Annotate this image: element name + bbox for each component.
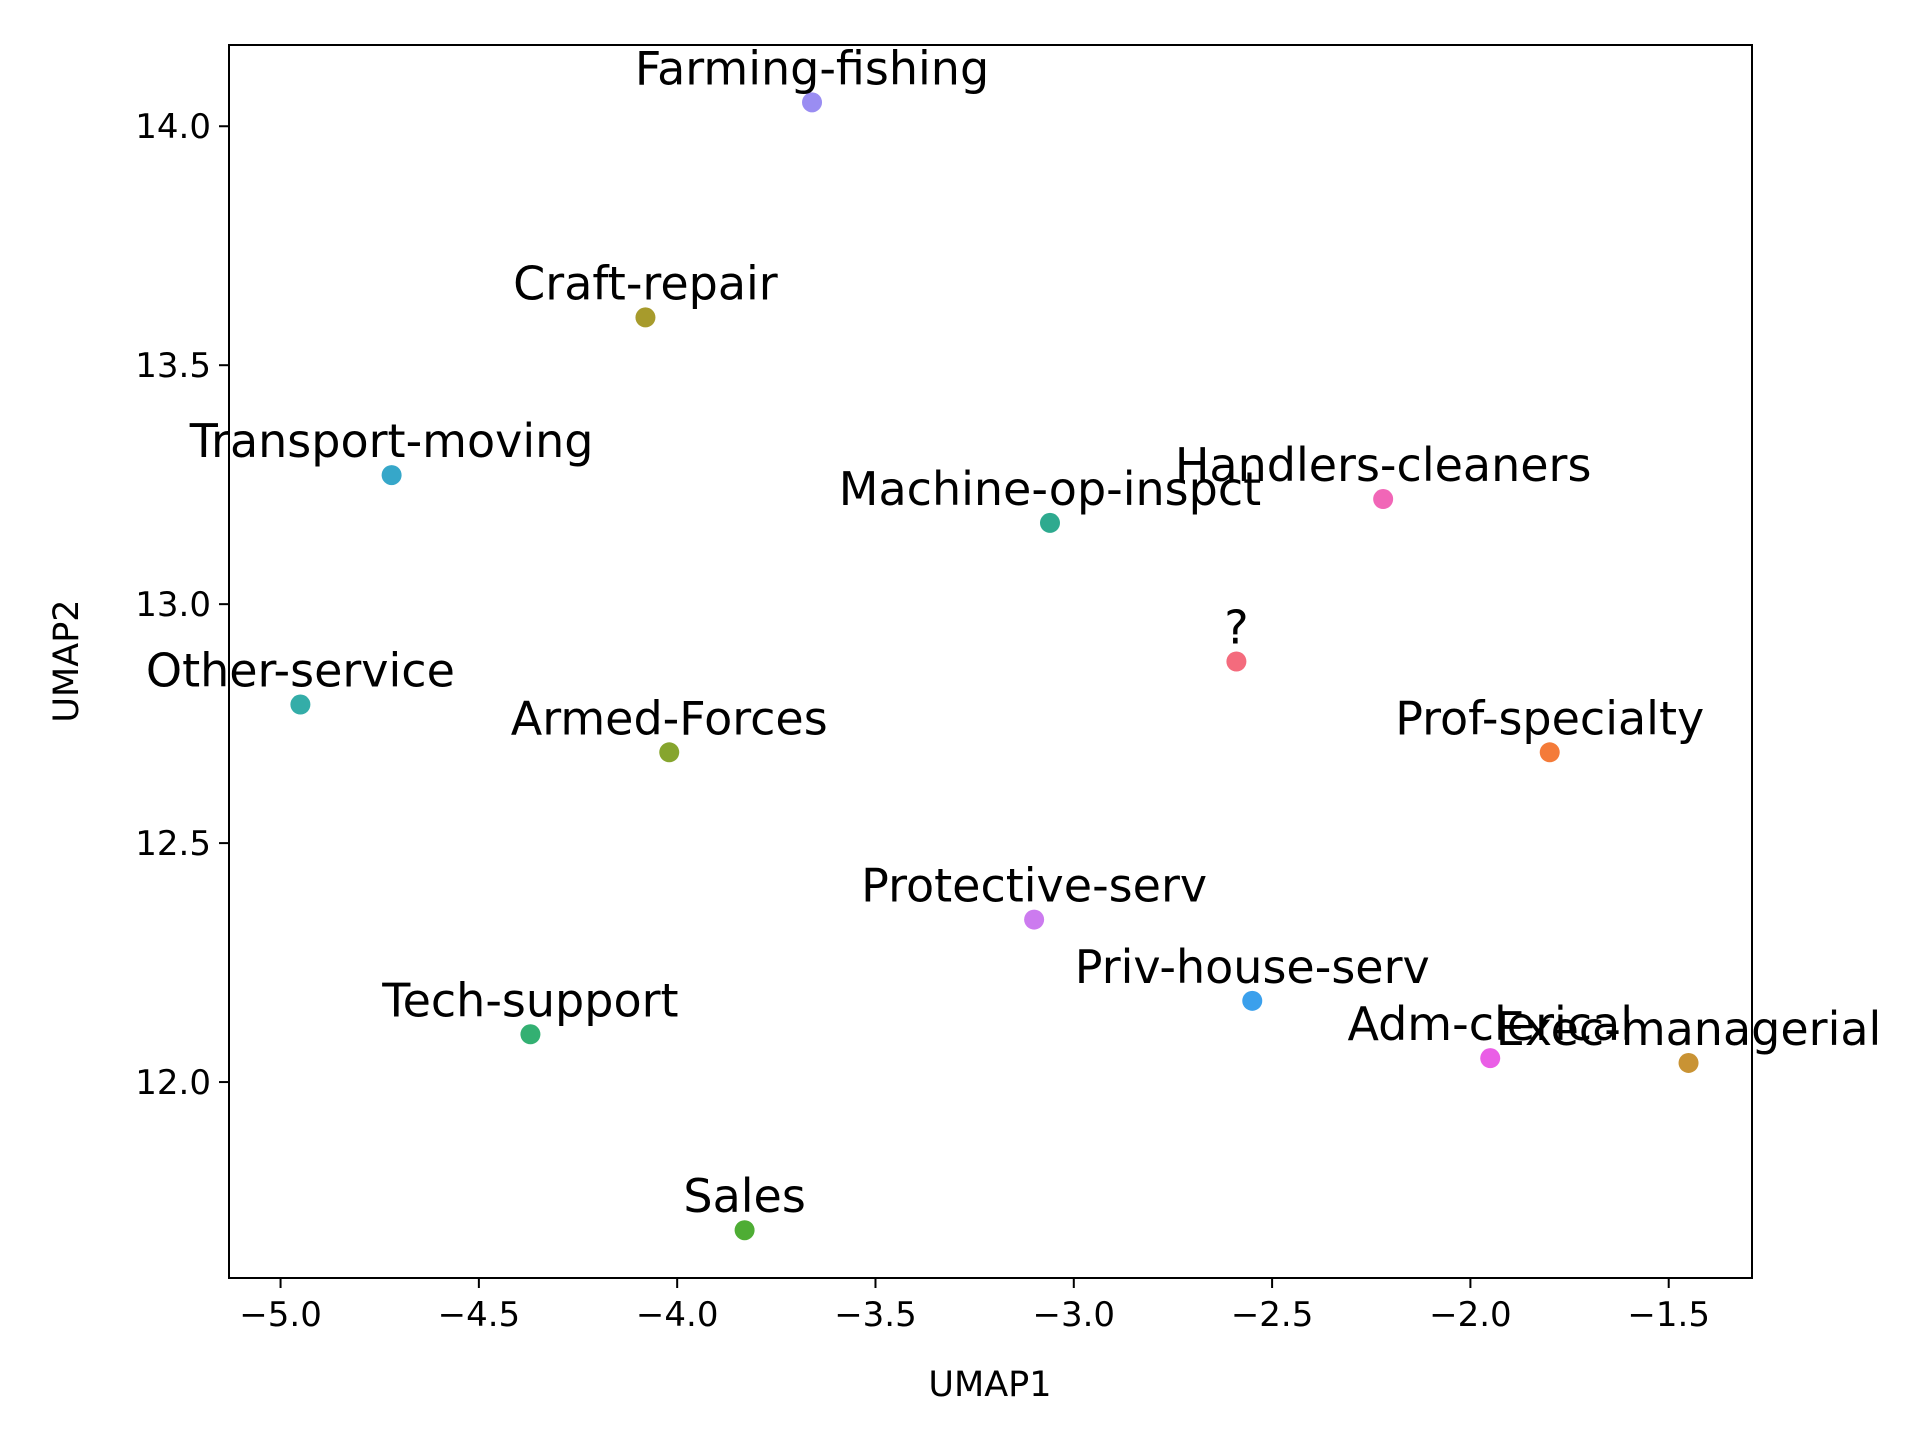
- plot-frame: [228, 44, 1753, 1279]
- x-tick-label: −5.0: [239, 1295, 322, 1335]
- data-point-label: Farming-fishing: [635, 41, 989, 95]
- y-tick-label: 13.5: [135, 346, 211, 386]
- data-point: [1039, 512, 1060, 533]
- data-point-label: Machine-op-inspct: [839, 462, 1261, 516]
- data-point: [659, 742, 680, 763]
- data-point: [734, 1220, 755, 1241]
- data-point-label: Craft-repair: [513, 256, 778, 310]
- x-tick-label: −3.0: [1033, 1295, 1116, 1335]
- data-point-label: Tech-support: [381, 973, 678, 1027]
- x-tick-label: −4.0: [636, 1295, 719, 1335]
- data-point: [381, 465, 402, 486]
- x-axis-title: UMAP1: [928, 1365, 1051, 1405]
- data-point: [520, 1024, 541, 1045]
- data-point-label: Sales: [683, 1169, 805, 1223]
- x-tick-label: −1.5: [1627, 1295, 1710, 1335]
- x-tick-label: −4.5: [438, 1295, 521, 1335]
- data-point: [1242, 990, 1263, 1011]
- data-point-label: Adm-clerical: [1347, 997, 1633, 1051]
- point-labels: Farming-fishing Craft-repair Transport-mov…: [146, 41, 1881, 1223]
- data-point-label: Exec-managerial: [1496, 1002, 1882, 1056]
- y-tick-label: 12.5: [135, 824, 211, 864]
- data-point-label: Prof-specialty: [1395, 691, 1704, 745]
- y-axis-title: UMAP2: [47, 599, 87, 722]
- y-tick-label: 13.0: [135, 585, 211, 625]
- data-point-label: Other-service: [146, 644, 455, 698]
- x-tick-label: −2.5: [1231, 1295, 1314, 1335]
- data-point: [635, 307, 656, 328]
- y-tick-label: 14.0: [135, 107, 211, 147]
- data-point-label: Armed-Forces: [511, 691, 828, 745]
- data-point-label: Priv-house-serv: [1075, 940, 1430, 994]
- data-point: [1024, 909, 1045, 930]
- data-point: [802, 92, 823, 113]
- data-point: [1539, 742, 1560, 763]
- data-point-label: Handlers-cleaners: [1175, 438, 1592, 492]
- x-tick-label: −3.5: [834, 1295, 917, 1335]
- y-axis: 12.0 12.5 13.0 13.5 14.0: [135, 107, 229, 1103]
- data-point-label: ?: [1224, 601, 1248, 655]
- data-point: [1678, 1052, 1699, 1073]
- data-point: [1373, 489, 1394, 510]
- point-marks: [290, 92, 1699, 1241]
- x-tick-label: −2.0: [1429, 1295, 1512, 1335]
- data-point-label: Protective-serv: [861, 859, 1207, 913]
- data-point-label: Transport-moving: [189, 414, 594, 468]
- data-point: [1226, 651, 1247, 672]
- x-axis: −5.0 −4.5 −4.0 −3.5 −3.0 −2.5 −2.0 −1.5: [239, 1278, 1710, 1335]
- data-point: [290, 694, 311, 715]
- y-tick-label: 12.0: [135, 1063, 211, 1103]
- data-point: [1480, 1048, 1501, 1069]
